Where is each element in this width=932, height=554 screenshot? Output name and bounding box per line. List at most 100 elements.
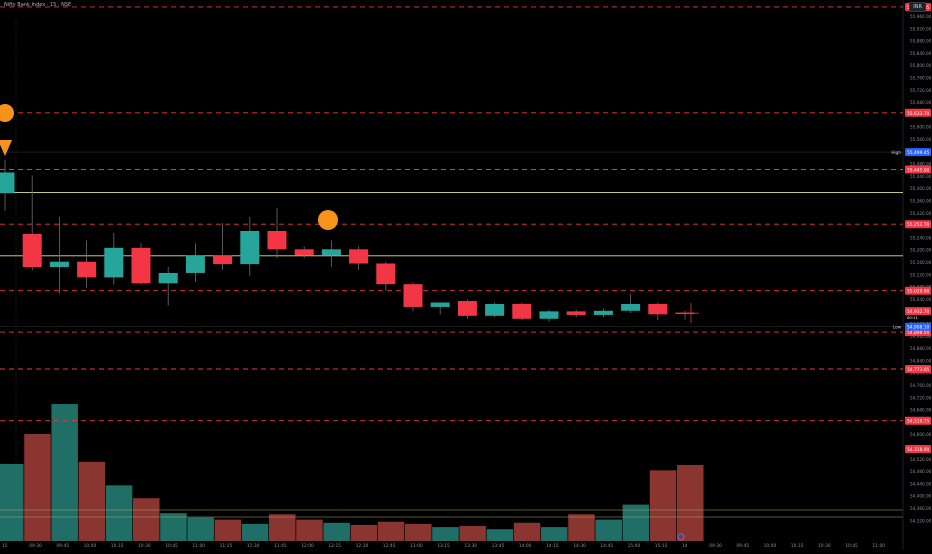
candle-body [158, 272, 178, 284]
candle-body [485, 303, 505, 316]
level-label: 55,029.90 [907, 289, 930, 295]
signal-circle-marker [318, 210, 338, 230]
time-tick-label: 12:30 [356, 543, 369, 549]
price-tick-label: 55,120.00 [910, 272, 932, 277]
price-tick-label: 55,480.00 [910, 162, 932, 167]
price-tick-label: 54,400.00 [910, 494, 932, 499]
time-tick-label: 12:45 [383, 543, 396, 549]
level-label: 54,773.05 [907, 367, 930, 373]
currency-badge[interactable]: INR [909, 2, 926, 12]
time-tick-label: 15 [2, 543, 8, 549]
price-tick-label: 55,960.00 [910, 14, 932, 19]
price-tick-label: 55,240.00 [910, 235, 932, 240]
volume-bar [0, 463, 24, 541]
time-tick-label: 13:45 [492, 543, 505, 549]
low-value-label: 54,908.10 [907, 325, 930, 331]
time-tick-label: 10:00 [764, 543, 777, 549]
time-tick-label: 10:00 [84, 543, 97, 549]
price-tick-label: 55,160.00 [910, 260, 932, 265]
candle-body [457, 301, 477, 316]
price-tick-label: 54,480.00 [910, 469, 932, 474]
level-label: 55,252.70 [907, 222, 930, 228]
high-value-label-bg [905, 148, 931, 157]
candle-body [22, 233, 42, 268]
price-tick-label: 54,720.00 [910, 395, 932, 400]
price-tick-label: 55,760.00 [910, 76, 932, 81]
level-label-bg [905, 165, 931, 174]
volume-bar [459, 526, 486, 541]
volume-bar [649, 470, 677, 541]
time-tick-label: 11:30 [247, 543, 260, 549]
time-tick-label: 09:45 [56, 543, 69, 549]
price-tick-label: 54,320.00 [910, 518, 932, 523]
candle-body [213, 255, 233, 265]
time-tick-label: 15:00 [628, 543, 641, 549]
event-dot-marker [677, 533, 685, 541]
time-tick-label: 14:30 [573, 543, 586, 549]
volume-bar [513, 522, 541, 541]
volume-bar [622, 504, 650, 541]
price-tick-label: 55,920.00 [910, 26, 932, 31]
price-tick-label: 55,840.00 [910, 51, 932, 56]
price-tick-label: 55,360.00 [910, 199, 932, 204]
signal-triangle-marker [0, 140, 12, 156]
level-label: 55,445.00 [907, 168, 930, 174]
time-tick-label: 12:15 [328, 543, 341, 549]
time-tick-label: 13:15 [437, 543, 450, 549]
volume-bar [51, 404, 78, 541]
time-tick-label: 09:45 [736, 543, 749, 549]
level-label: 54,519.75 [907, 419, 930, 425]
volume-bar [296, 519, 323, 541]
candle-body [430, 302, 450, 307]
price-tick-label: 55,400.00 [910, 186, 932, 191]
candle-body [648, 303, 668, 315]
price-tick-label: 54,600.00 [910, 432, 932, 437]
time-tick-label: 11:15 [220, 543, 233, 549]
candle-body [566, 311, 586, 315]
time-tick-label: 14:00 [519, 543, 532, 549]
price-tick-label: 55,560.00 [910, 137, 932, 142]
symbol-title[interactable]: Nifty Bank Index · 15 · NSE [4, 2, 72, 8]
price-tick-label: 54,680.00 [910, 408, 932, 413]
volume-bar [541, 527, 568, 541]
candle-body [104, 247, 124, 278]
volume-bar [677, 465, 704, 541]
level-label: 54,898.50 [907, 330, 930, 336]
volume-bar [350, 524, 378, 541]
price-tick-label: 55,800.00 [910, 63, 932, 68]
candle-body [593, 310, 613, 315]
price-tick-label: 55,440.00 [910, 174, 932, 179]
time-tick-label: 14 [682, 543, 688, 549]
price-tick-label: 55,880.00 [910, 39, 932, 44]
volume-bar [241, 523, 269, 541]
time-tick-label: 10:30 [818, 543, 831, 549]
volume-bar [568, 514, 595, 541]
last-price-label: 54,932.70 [907, 309, 930, 315]
volume-bar [214, 519, 242, 541]
level-label-bg [905, 286, 931, 295]
level-label: 55,633.70 [907, 111, 930, 117]
price-tick-label: 54,360.00 [910, 506, 932, 511]
volume-bar [160, 513, 187, 541]
time-tick-label: 11:45 [274, 543, 287, 549]
time-tick-label: 14:15 [546, 543, 559, 549]
price-tick-label: 54,920.00 [910, 334, 932, 339]
low-value-label-bg [905, 322, 931, 331]
bar-countdown: 00:11 [907, 315, 919, 320]
level-label-bg [905, 108, 931, 117]
candle-body [185, 255, 205, 273]
candle-body [294, 249, 314, 256]
candle-body [267, 230, 287, 250]
volume-bar [405, 523, 432, 541]
signal-circle-marker [0, 104, 14, 122]
time-tick-label: 13:30 [464, 543, 477, 549]
volume-bar [24, 434, 51, 541]
last-price-label-bg [905, 307, 931, 316]
volume-bar [595, 519, 622, 541]
volume-bar [486, 529, 514, 541]
candle-body [49, 261, 69, 268]
time-tick-label: 11:00 [872, 543, 885, 549]
level-label-bg [905, 365, 931, 374]
